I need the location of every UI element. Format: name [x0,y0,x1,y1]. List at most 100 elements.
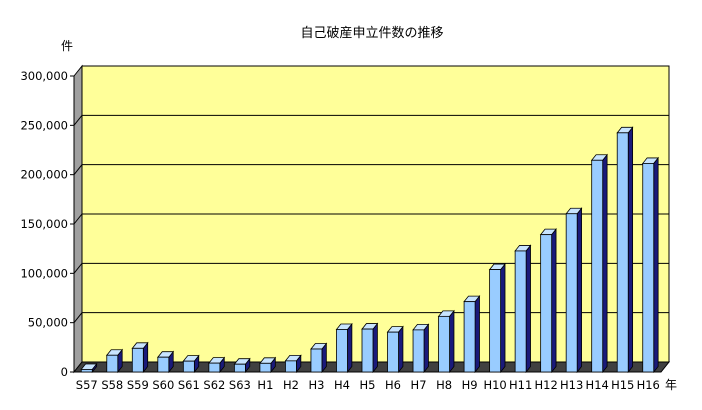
bar [156,350,175,374]
x-tick-label: S62 [203,378,225,392]
bar-front [131,347,144,373]
gridline [73,164,669,175]
bar-side [449,309,455,374]
bar [208,356,226,374]
bar [463,295,481,374]
bar-front [208,362,221,373]
bar-front [361,328,374,373]
bar-front [285,360,297,373]
bar [386,325,404,374]
x-tick-label: H8 [436,378,452,392]
y-axis-unit-label: 件 [61,39,73,53]
bar [335,322,353,374]
bar [641,156,659,374]
bar [565,207,583,374]
x-tick-label: S59 [127,378,149,392]
bar [259,356,277,374]
bar-front [412,329,425,373]
y-axis-ticks: 0 50,000 100,000 150,000 200,000 250,000 300,0… [20,69,74,379]
bar-side [576,207,582,374]
y-tick-label: 300,000 [20,69,68,83]
x-tick-label: S61 [178,378,200,392]
bar-side [551,228,557,374]
x-tick-label: H14 [586,378,609,392]
bar-side [347,322,353,374]
bar [233,357,251,374]
bar-front [80,369,93,373]
gridline [73,213,669,225]
bar-front [106,354,119,373]
gridline [73,114,669,126]
bar [437,309,455,374]
bar-front [463,301,476,373]
bar-front [540,234,553,373]
bar-front [642,163,655,373]
y-tick-label: 100,000 [20,266,68,280]
bar [590,153,608,374]
bar-front [565,213,578,373]
bar-side [500,262,506,374]
x-axis-labels: S57 S58 S59 S60 S61 S62 S63 H1 H2 H3 H4 H5 H6 H7 H8 H9 H… [76,378,660,392]
bar [488,262,506,374]
chart-title: 自己破産申立件数の推移 [300,25,443,41]
x-tick-label: H6 [385,378,401,392]
y-tick-label: 250,000 [20,118,68,132]
x-tick-label: H10 [483,378,506,392]
bar [361,322,379,374]
x-tick-label: H7 [411,378,427,392]
bar-front [157,356,170,373]
bar [616,126,634,374]
bar-side [525,244,531,374]
bar-front [514,250,527,373]
bar [182,354,200,374]
x-tick-label: H15 [611,378,634,392]
bar-side [423,323,429,374]
x-tick-label: H2 [283,378,299,392]
bar-side [372,322,378,374]
bar-side [653,156,659,374]
x-axis-unit-label: 年 [665,378,677,392]
bar [539,228,557,374]
y-tick-label: 150,000 [20,217,68,231]
bar [284,354,302,374]
x-tick-label: H5 [360,378,376,392]
bars [80,126,659,374]
x-tick-label: H12 [535,378,558,392]
bar-front [182,360,195,373]
x-tick-label: H4 [334,378,350,392]
x-tick-label: H11 [509,378,532,392]
x-tick-label: H13 [560,378,583,392]
bar [412,323,430,374]
gridlines [73,114,669,323]
bar [310,342,328,374]
bar [105,348,124,374]
bar-front [233,363,246,373]
bar-side [627,126,634,374]
bar [131,341,149,374]
y-tick-label: 200,000 [20,168,68,182]
x-tick-label: H16 [637,378,660,392]
bar-side [602,153,608,374]
x-tick-label: S57 [76,378,98,392]
bar-front [591,159,604,373]
x-tick-label: S60 [152,378,174,392]
y-tick-label: 50,000 [28,316,68,330]
bar [514,244,532,374]
x-tick-label: S63 [229,378,251,392]
x-tick-label: H3 [308,378,324,392]
bar-front [310,348,323,373]
bar [80,362,98,374]
bar-front [387,331,399,373]
bar-front [259,362,272,373]
x-tick-label: H1 [257,378,273,392]
y-tick-label: 0 [61,365,68,379]
bar-front [616,132,629,373]
bar-front [489,269,502,373]
x-tick-label: H9 [462,378,478,392]
bar-side [398,325,404,374]
gridline [73,262,669,274]
bar-front [336,329,348,373]
bar-front [438,315,450,373]
x-tick-label: S58 [101,378,123,392]
